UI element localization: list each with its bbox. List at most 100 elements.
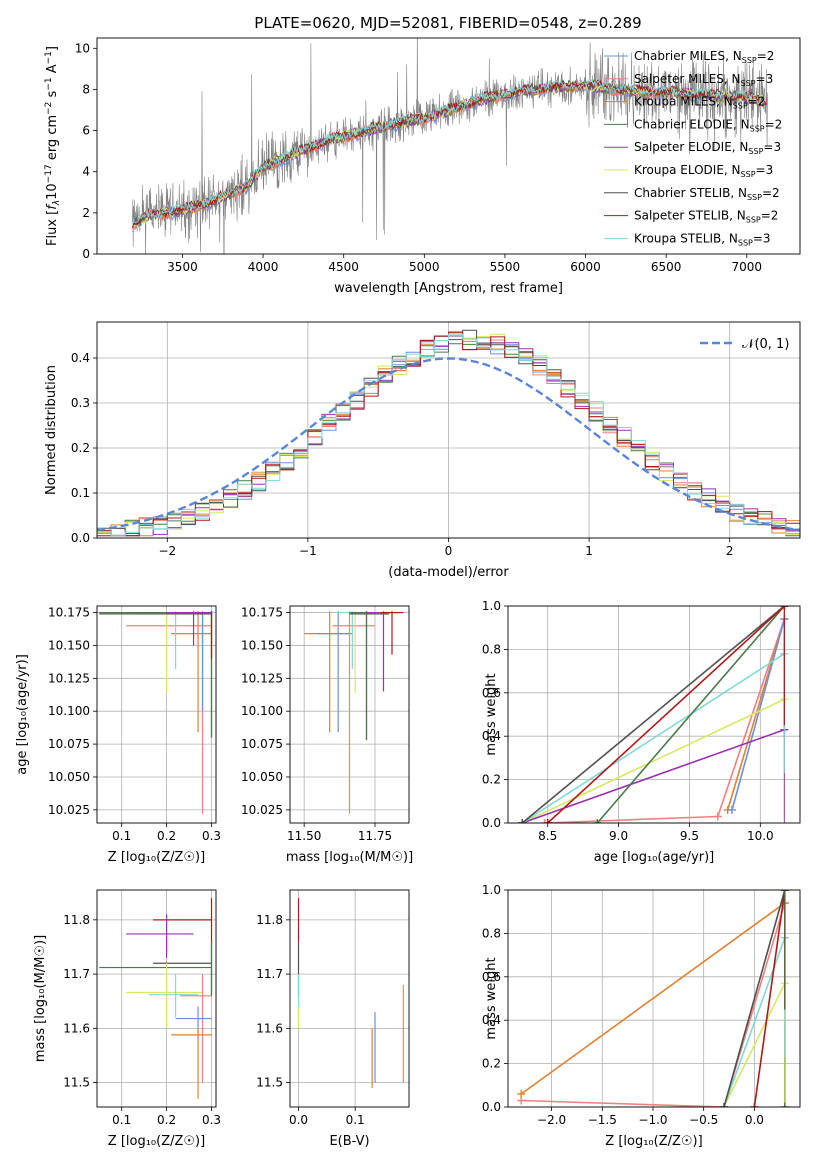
mass-weight-line	[547, 606, 785, 823]
legend-entry-sub: SSP	[741, 170, 756, 179]
y-axis-label: mass [log₁₀(M/M☉)]	[33, 935, 48, 1062]
panel-residuals: −2 −1 0 1 2 0.0 0.1 0.2 0.3 0.4 (data-model)/error…	[44, 321, 801, 580]
y-tick-label: 0.8	[482, 642, 501, 656]
legend-entry-name: Kroupa STELIB, N	[634, 231, 738, 245]
y-tick-label: 0.3	[71, 396, 90, 410]
legend-entry-sub: SSP	[733, 102, 748, 111]
y-tick-label: 10.050	[241, 770, 283, 784]
normal-curve	[97, 357, 800, 532]
legend-entry: Kroupa STELIB, NSSP=3	[634, 231, 771, 247]
y-tick-label: 10.025	[241, 803, 283, 817]
figure-title: PLATE=0620, MJD=52081, FIBERID=0548, z=0…	[254, 14, 641, 32]
panel-age_vs_mass: 11.50 11.75 10.025 10.050 10.075 10.100 10.125…	[241, 605, 413, 865]
y-axis-label-part: 10	[45, 183, 60, 200]
x-tick-label: 1	[585, 544, 593, 558]
y-axis-label-part: ]	[45, 46, 60, 51]
residual-histogram	[97, 333, 800, 537]
plot-area	[132, 38, 768, 254]
y-tick-label: 0.4	[482, 729, 501, 743]
x-tick-label: 7000	[732, 260, 763, 274]
y-tick-label: 0.0	[482, 816, 501, 830]
y-axis-label-part: −1	[44, 51, 54, 64]
x-tick-label: 0.0	[289, 1113, 308, 1127]
legend-entry: Chabrier ELODIE, NSSP=2	[634, 117, 782, 133]
panel-mass_weight_vs_Z: −2.0 −1.5 −1.0 −0.5 0.0 0.0 0.2 0.4 0.6 0.8 1.0 Z […	[482, 883, 801, 1149]
mass-weight-marker	[518, 819, 527, 823]
legend-entry-count: =3	[763, 140, 781, 154]
y-tick-label: 11.7	[256, 967, 283, 981]
x-tick-label: −0.5	[689, 1113, 718, 1127]
plot-area	[304, 611, 404, 814]
y-tick-label: 11.8	[63, 913, 90, 927]
x-tick-label: 5500	[490, 260, 521, 274]
y-tick-label: 10.075	[48, 737, 90, 751]
legend-entry-name: Chabrier MILES, N	[634, 49, 742, 63]
y-tick-label: 11.6	[256, 1021, 283, 1035]
y-tick-label: 10.150	[48, 638, 90, 652]
x-tick-label: 11.75	[358, 829, 392, 843]
y-tick-label: 8	[82, 82, 90, 96]
y-tick-label: 0.6	[482, 970, 501, 984]
plot-area	[297, 898, 404, 1089]
x-tick-label: 0.1	[346, 1113, 365, 1127]
legend-entry: Kroupa ELODIE, NSSP=3	[634, 163, 773, 179]
x-axis-label: mass [log₁₀(M/M☉)]	[286, 850, 413, 865]
x-tick-label: 11.50	[287, 829, 321, 843]
legend-entry-count: =2	[748, 95, 766, 109]
mass-weight-line	[521, 698, 785, 823]
legend-entry: Chabrier MILES, NSSP=2	[634, 49, 774, 65]
y-tick-label: 6	[82, 124, 90, 138]
y-tick-label: 0.6	[482, 686, 501, 700]
x-tick-label: 0.3	[202, 829, 221, 843]
x-tick-label: 0.1	[112, 1113, 131, 1127]
y-tick-label: 10.150	[241, 638, 283, 652]
plot-area	[99, 898, 213, 1099]
mass-weight-marker	[593, 819, 602, 823]
x-axis-label: E(B-V)	[329, 1134, 369, 1149]
x-tick-label: 4000	[248, 260, 279, 274]
axes-frame	[96, 321, 801, 539]
y-tick-label: 10.125	[241, 671, 283, 685]
panel-age_vs_Z: 0.1 0.2 0.3 10.025 10.050 10.075 10.100 10.125 1…	[15, 605, 221, 865]
y-axis-label: Normed distribution	[44, 365, 59, 495]
mass-weight-line	[521, 653, 785, 823]
legend-entry-sub: SSP	[741, 79, 756, 88]
axes-frame	[507, 889, 801, 1108]
mass-weight-marker	[750, 1103, 759, 1107]
y-tick-label: 10.050	[48, 770, 90, 784]
legend-entry: Salpeter STELIB, NSSP=2	[634, 209, 778, 225]
mass-weight-line	[723, 982, 786, 1107]
mass-weight-marker	[517, 1089, 526, 1098]
x-tick-label: 0	[445, 544, 453, 558]
mass-weight-marker	[780, 1103, 789, 1107]
x-tick-label: 0.2	[157, 829, 176, 843]
x-axis-label: Z [log₁₀(Z/Z☉)]	[108, 850, 205, 865]
y-tick-label: 10	[75, 41, 90, 55]
mass-weight-marker	[719, 1103, 728, 1107]
y-tick-label: 0.0	[482, 1100, 501, 1114]
x-axis-label: age [log₁₀(age/yr)]	[594, 850, 715, 865]
x-tick-label: 9.5	[680, 829, 699, 843]
y-tick-label: 0.4	[71, 351, 90, 365]
panel-mass_vs_EBV: 0.0 0.1 11.5 11.6 11.7 11.8 E(B-V)	[256, 889, 410, 1149]
legend-entry-name: Chabrier STELIB, N	[634, 186, 747, 200]
legend-entry-name: Kroupa ELODIE, N	[634, 163, 741, 177]
legend-entry-count: =2	[757, 49, 775, 63]
y-tick-label: 10.175	[48, 606, 90, 620]
legend-entry-count: =2	[762, 186, 780, 200]
x-tick-label: 6000	[570, 260, 601, 274]
plot-area	[518, 606, 789, 823]
y-tick-label: 10.125	[48, 671, 90, 685]
y-tick-label: 0.0	[71, 531, 90, 545]
axes-frame	[96, 605, 217, 824]
mass-weight-marker	[727, 805, 736, 814]
legend-entry-sub: SSP	[748, 147, 763, 156]
legend-entry-name: Salpeter MILES, N	[634, 72, 741, 86]
legend-entry-sub: SSP	[750, 124, 765, 133]
panel-mass_vs_Z: 0.1 0.2 0.3 11.5 11.6 11.7 11.8 Z [log₁₀(Z/Z☉)]…	[33, 889, 221, 1149]
y-tick-label: 0.2	[482, 1057, 501, 1071]
x-tick-label: 8.5	[538, 829, 557, 843]
mass-weight-marker	[540, 819, 549, 823]
x-tick-label: 5000	[409, 260, 440, 274]
x-tick-label: −1.5	[588, 1113, 617, 1127]
